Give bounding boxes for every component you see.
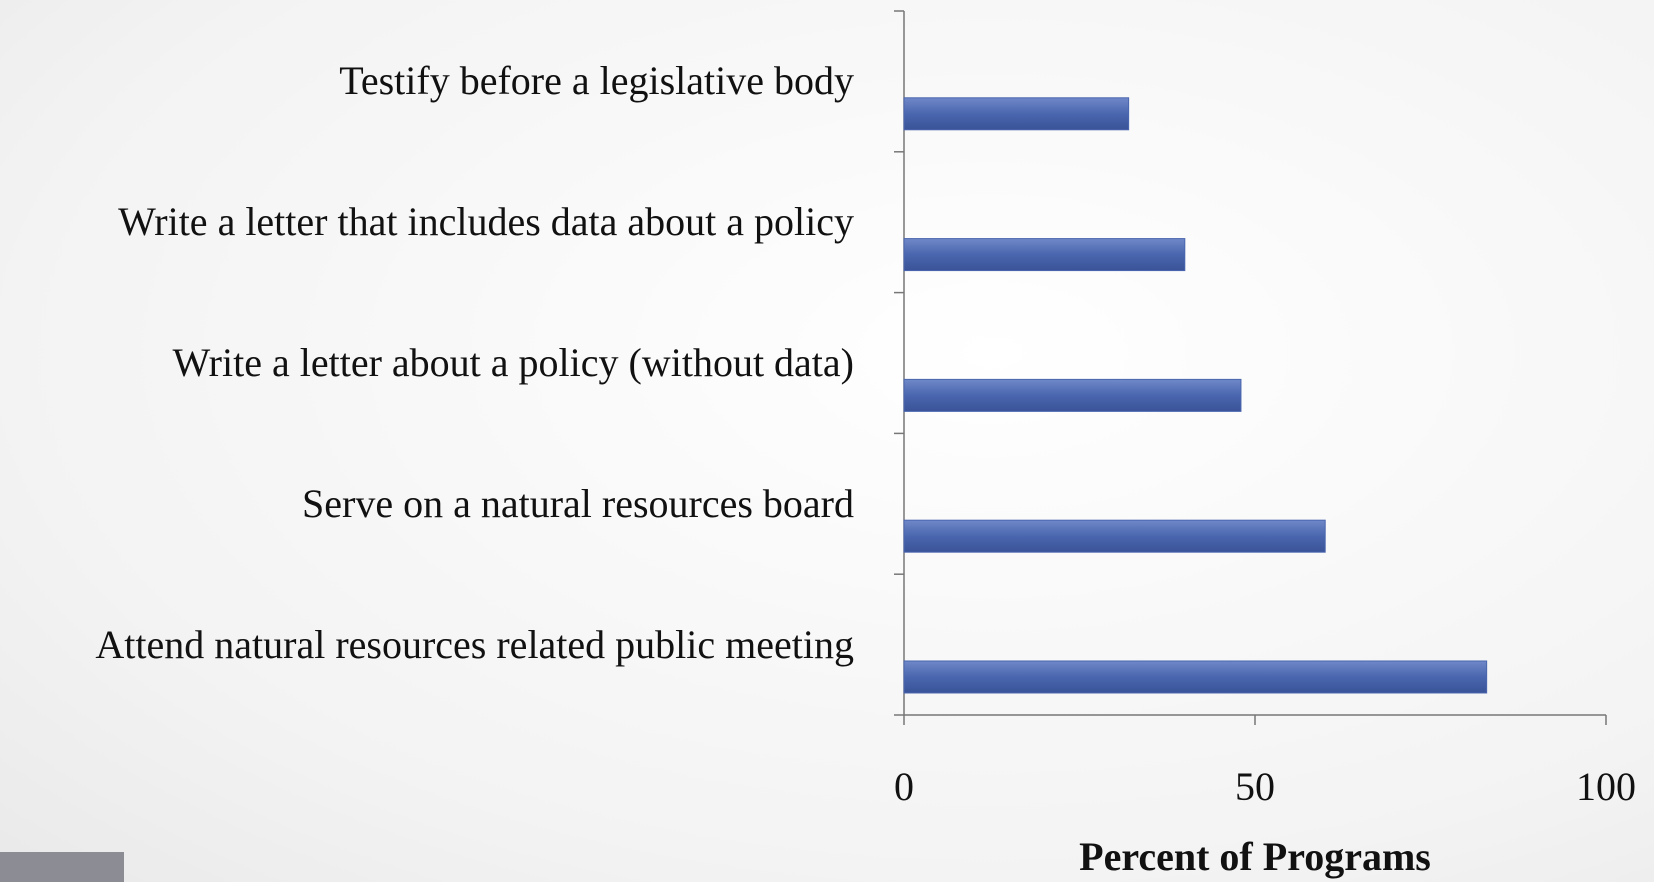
bar — [903, 378, 1242, 412]
category-label: Write a letter about a policy (without d… — [0, 333, 854, 393]
category-label: Attend natural resources related public … — [0, 615, 854, 675]
x-axis-title: Percent of Programs — [1079, 834, 1431, 879]
category-text: Attend natural resources related public … — [95, 621, 854, 667]
thumbnail — [0, 852, 124, 882]
bar — [903, 238, 1186, 272]
x-tick-label: 100 — [1576, 764, 1636, 809]
bar — [903, 97, 1130, 131]
x-tick-label: 0 — [894, 764, 914, 809]
category-text: Write a letter about a policy (without d… — [172, 340, 854, 385]
category-text: Write a letter that includes data about … — [118, 199, 854, 245]
bar — [903, 519, 1326, 553]
category-label: Write a letter that includes data about … — [0, 192, 854, 252]
category-label: Testify before a legislative body — [0, 51, 854, 111]
category-label: Serve on a natural resources board — [0, 474, 854, 534]
category-text: Serve on a natural resources board — [302, 480, 854, 526]
bar — [903, 660, 1488, 694]
x-tick-label: 50 — [1235, 764, 1275, 809]
category-text: Testify before a legislative body — [339, 58, 854, 104]
